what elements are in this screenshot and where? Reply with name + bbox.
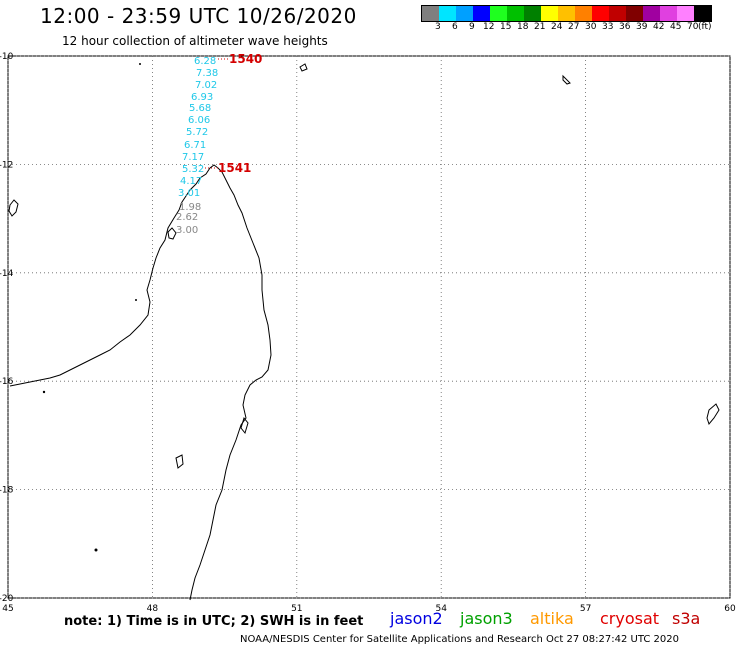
- color-scale-label: 3: [435, 22, 441, 32]
- swh-value: 3.01: [178, 188, 200, 199]
- swh-value: 2.62: [176, 212, 198, 223]
- swh-value: 7.17: [182, 152, 204, 163]
- color-scale-label: 42: [653, 22, 665, 32]
- color-swatch-4: [490, 6, 507, 21]
- color-swatch-14: [660, 6, 677, 21]
- color-swatch-0: [422, 6, 439, 21]
- lon-tick-label: 48: [147, 604, 159, 614]
- pass-time-label: 1541: [218, 161, 251, 175]
- satellite-s3a: s3a: [672, 609, 701, 628]
- pass-time-label: 1540: [229, 52, 262, 66]
- color-scale-label: 12: [483, 22, 495, 32]
- color-scale-label: 45: [670, 22, 682, 32]
- island-dot-3: [42, 390, 46, 394]
- color-swatch-1: [439, 6, 456, 21]
- color-swatch-10: [592, 6, 609, 21]
- coastline-madagascar: [9, 164, 272, 601]
- swh-value: 3.00: [176, 225, 198, 236]
- island-nosy-be: [167, 227, 177, 240]
- island-south-west: [175, 454, 184, 469]
- swh-value: 5.72: [186, 127, 208, 138]
- lon-tick-label: 57: [580, 604, 591, 614]
- satellite-altika: altika: [530, 609, 574, 628]
- credit-line: NOAA/NESDIS Center for Satellite Applica…: [240, 634, 679, 645]
- color-scale-label: 9: [469, 22, 475, 32]
- color-scale-label: 39: [636, 22, 648, 32]
- island-west: [8, 199, 19, 217]
- color-scale-label: (ft): [698, 22, 712, 32]
- color-scale-label: 24: [551, 22, 563, 32]
- lat-tick-label: -12: [0, 160, 13, 170]
- satellite-jason3: jason3: [460, 609, 513, 628]
- color-swatch-8: [558, 6, 575, 21]
- lat-tick-label: -10: [0, 52, 14, 62]
- color-scale-label: 15: [500, 22, 512, 32]
- color-scale-label: 30: [585, 22, 597, 32]
- color-swatch-13: [643, 6, 660, 21]
- lat-tick-label: -18: [0, 486, 14, 496]
- color-scale-label: 70: [687, 22, 699, 32]
- color-swatch-9: [575, 6, 592, 21]
- color-scale-label: 18: [517, 22, 529, 32]
- map-subtitle: 12 hour collection of altimeter wave hei…: [62, 34, 328, 48]
- swh-value: 6.28: [194, 56, 216, 67]
- color-swatch-2: [456, 6, 473, 21]
- color-swatch-5: [507, 6, 524, 21]
- island-agalega: [562, 74, 571, 85]
- color-scale-label: 27: [568, 22, 580, 32]
- lon-tick-label: 54: [435, 604, 447, 614]
- lon-tick-label: 45: [2, 604, 13, 614]
- island-sainte-marie: [240, 416, 249, 435]
- color-scale-bar: [421, 5, 712, 22]
- lat-tick-label: -14: [0, 269, 14, 279]
- lon-tick-label: 60: [724, 604, 736, 614]
- island-dot-2: [94, 548, 98, 552]
- swh-value: 7.38: [196, 68, 218, 79]
- swh-value: 5.68: [189, 103, 211, 114]
- color-scale-label: 21: [534, 22, 546, 32]
- island-glorioso: [299, 63, 308, 72]
- color-swatch-6: [524, 6, 541, 21]
- lat-tick-label: -16: [0, 377, 14, 387]
- satellite-cryosat: cryosat: [600, 609, 660, 628]
- color-swatch-16: [694, 6, 711, 21]
- island-east: [706, 403, 720, 426]
- color-swatch-12: [626, 6, 643, 21]
- footnote: note: 1) Time is in UTC; 2) SWH is in fe…: [64, 614, 364, 629]
- lon-tick-label: 51: [291, 604, 302, 614]
- island-dot-1: [139, 63, 141, 65]
- satellite-jason2: jason2: [390, 609, 443, 628]
- swh-value: 5.32: [182, 164, 204, 175]
- lat-tick-label: -20: [0, 594, 14, 604]
- color-scale-label: 6: [452, 22, 458, 32]
- swh-value: 1.98: [179, 202, 201, 213]
- swh-value: 6.93: [191, 92, 213, 103]
- swh-value: 4.17: [180, 176, 202, 187]
- island-dot-4: [135, 299, 137, 301]
- swh-value: 6.71: [184, 140, 206, 151]
- color-swatch-7: [541, 6, 558, 21]
- color-scale-label: 33: [602, 22, 614, 32]
- swh-value: 6.06: [188, 115, 210, 126]
- color-scale-label: 36: [619, 22, 631, 32]
- map-title: 12:00 - 23:59 UTC 10/26/2020: [40, 4, 357, 28]
- color-swatch-3: [473, 6, 490, 21]
- map-frame: [7, 55, 731, 599]
- color-swatch-15: [677, 6, 694, 21]
- color-swatch-11: [609, 6, 626, 21]
- swh-value: 7.02: [195, 80, 217, 91]
